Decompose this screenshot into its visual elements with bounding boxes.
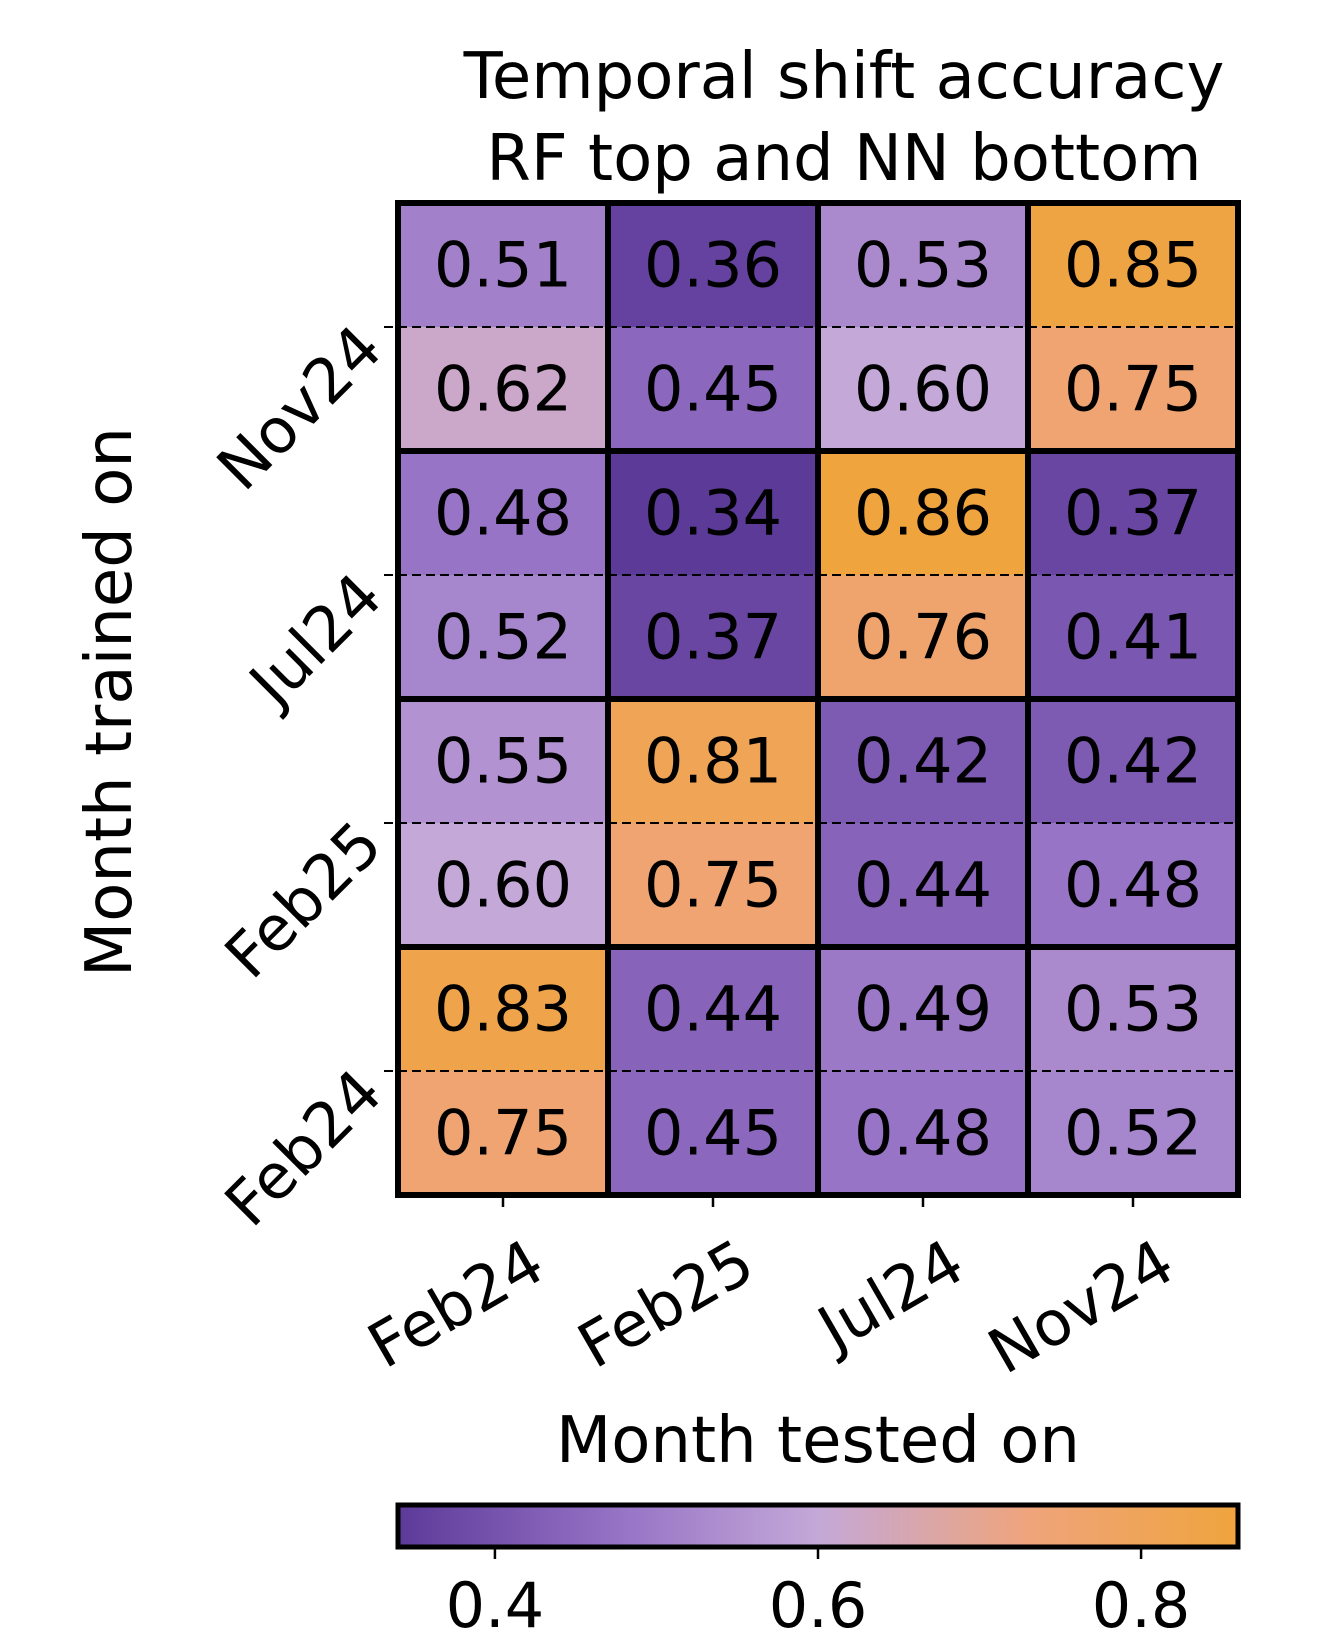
- heatmap-cell: [608, 327, 818, 451]
- y-tick-label: Feb24: [211, 1055, 396, 1240]
- cell-value-label: 0.75: [434, 1097, 572, 1170]
- cell-value-label: 0.83: [434, 973, 572, 1046]
- cell-value-label: 0.60: [434, 849, 572, 922]
- heatmap-cell: [1028, 327, 1238, 451]
- heatmap-cell: [1028, 203, 1238, 327]
- heatmap-cell: [818, 699, 1028, 823]
- heatmap-cell: [398, 1071, 608, 1195]
- heatmap-cell: [1028, 823, 1238, 947]
- heatmap-cell: [398, 947, 608, 1071]
- cell-value-label: 0.51: [434, 229, 572, 302]
- x-tick-label: Feb25: [566, 1225, 766, 1383]
- heatmap-cell: [398, 327, 608, 451]
- heatmap-cell: [818, 203, 1028, 327]
- x-tick-label: Feb24: [356, 1225, 556, 1383]
- heatmap-cell: [398, 823, 608, 947]
- heatmap-cell: [608, 575, 818, 699]
- heatmap-cell: [818, 327, 1028, 451]
- cell-value-label: 0.49: [854, 973, 992, 1046]
- cell-value-label: 0.60: [854, 353, 992, 426]
- colorbar-tick-label: 0.8: [1092, 1569, 1191, 1635]
- heatmap-frame: [395, 200, 1241, 1198]
- heatmap-cell: [818, 947, 1028, 1071]
- cell-value-label: 0.85: [1064, 229, 1202, 302]
- cell-value-label: 0.76: [854, 601, 992, 674]
- heatmap-cell: [1028, 1071, 1238, 1195]
- chart-title-line: RF top and NN bottom: [486, 122, 1201, 196]
- heatmap-cell: [818, 451, 1028, 575]
- cell-value-label: 0.48: [434, 477, 572, 550]
- cell-value-label: 0.37: [1064, 477, 1202, 550]
- cell-value-label: 0.48: [854, 1097, 992, 1170]
- x-axis-label: Month tested on: [556, 1404, 1080, 1478]
- heatmap-cell: [818, 575, 1028, 699]
- cell-value-label: 0.81: [644, 725, 782, 798]
- cell-value-label: 0.86: [854, 477, 992, 550]
- chart-title-line: Temporal shift accuracy: [463, 40, 1225, 114]
- cell-value-label: 0.48: [1064, 849, 1202, 922]
- cell-value-label: 0.42: [854, 725, 992, 798]
- cell-value-label: 0.36: [644, 229, 782, 302]
- colorbar-tick-label: 0.4: [446, 1569, 545, 1635]
- heatmap-cell: [818, 823, 1028, 947]
- cell-value-label: 0.34: [644, 477, 782, 550]
- heatmap-cell: [608, 699, 818, 823]
- cell-value-label: 0.62: [434, 353, 572, 426]
- heatmap-cell: [398, 575, 608, 699]
- heatmap-cell: [608, 947, 818, 1071]
- heatmap-cell: [1028, 699, 1238, 823]
- cell-value-label: 0.45: [644, 1097, 782, 1170]
- colorbar-tick-label: 0.6: [769, 1569, 868, 1635]
- heatmap-cell: [398, 451, 608, 575]
- heatmap-cell: [398, 203, 608, 327]
- cell-value-label: 0.53: [1064, 973, 1202, 1046]
- colorbar: [395, 1502, 1241, 1550]
- heatmap-cell: [398, 699, 608, 823]
- heatmap-cell: [608, 203, 818, 327]
- cell-value-label: 0.41: [1064, 601, 1202, 674]
- y-tick-label: Jul24: [233, 559, 396, 722]
- heatmap-cell: [1028, 451, 1238, 575]
- heatmap-cell: [608, 1071, 818, 1195]
- y-tick-label: Feb25: [211, 807, 396, 992]
- cell-value-label: 0.44: [644, 973, 782, 1046]
- heatmap-cell: [608, 823, 818, 947]
- heatmap-cell: [608, 451, 818, 575]
- x-tick-label: Jul24: [803, 1225, 976, 1367]
- cell-value-label: 0.52: [434, 601, 572, 674]
- cell-value-label: 0.45: [644, 353, 782, 426]
- cell-value-label: 0.75: [644, 849, 782, 922]
- cell-value-label: 0.44: [854, 849, 992, 922]
- cell-value-label: 0.75: [1064, 353, 1202, 426]
- heatmap-cell: [1028, 947, 1238, 1071]
- cell-value-label: 0.52: [1064, 1097, 1202, 1170]
- y-axis-label: Month trained on: [73, 427, 147, 977]
- x-tick-label: Nov24: [976, 1225, 1186, 1388]
- cell-value-label: 0.42: [1064, 725, 1202, 798]
- cell-value-label: 0.55: [434, 725, 572, 798]
- y-tick-label: Nov24: [203, 311, 396, 504]
- heatmap-cell: [1028, 575, 1238, 699]
- cell-value-label: 0.53: [854, 229, 992, 302]
- heatmap-cell: [818, 1071, 1028, 1195]
- cell-value-label: 0.37: [644, 601, 782, 674]
